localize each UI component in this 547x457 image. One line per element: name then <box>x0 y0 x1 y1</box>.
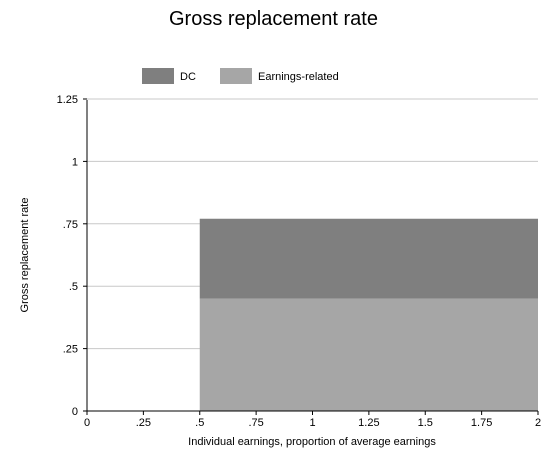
y-tick-label-3: .75 <box>63 219 78 231</box>
legend-swatch-earnings-related <box>220 68 252 84</box>
x-tick-label-7: 1.75 <box>471 417 492 429</box>
area-layer <box>199 218 538 411</box>
x-tick-label-2: .5 <box>195 417 204 429</box>
x-tick-label-4: 1 <box>309 417 315 429</box>
legend-label-dc: DC <box>180 71 196 83</box>
y-axis-label: Gross replacement rate <box>19 198 31 313</box>
x-tick-label-6: 1.5 <box>418 417 433 429</box>
legend-label-earnings-related: Earnings-related <box>258 71 339 83</box>
chart-title: Gross replacement rate <box>169 8 378 30</box>
x-tick-label-3: .75 <box>248 417 263 429</box>
legend: DC Earnings-related <box>142 68 339 84</box>
x-tick-label-8: 2 <box>535 417 541 429</box>
x-tick-label-5: 1.25 <box>358 417 379 429</box>
y-tick-label-1: .25 <box>63 344 78 356</box>
y-tick-label-0: 0 <box>72 406 78 418</box>
y-tick-label-5: 1.25 <box>57 94 78 106</box>
x-axis-label: Individual earnings, proportion of avera… <box>188 436 436 448</box>
area-series-dc <box>199 218 538 299</box>
x-tick-label-1: .25 <box>136 417 151 429</box>
x-tick-label-0: 0 <box>84 417 90 429</box>
legend-swatch-dc <box>142 68 174 84</box>
y-tick-label-2: .5 <box>69 281 78 293</box>
area-series-earnings-related <box>199 298 538 411</box>
tick-layer: 0 .25 .5 .75 1 1.25 1.5 1.75 2 0 .25 .5 .75 1 1.25 <box>57 94 541 429</box>
y-tick-label-4: 1 <box>72 156 78 168</box>
